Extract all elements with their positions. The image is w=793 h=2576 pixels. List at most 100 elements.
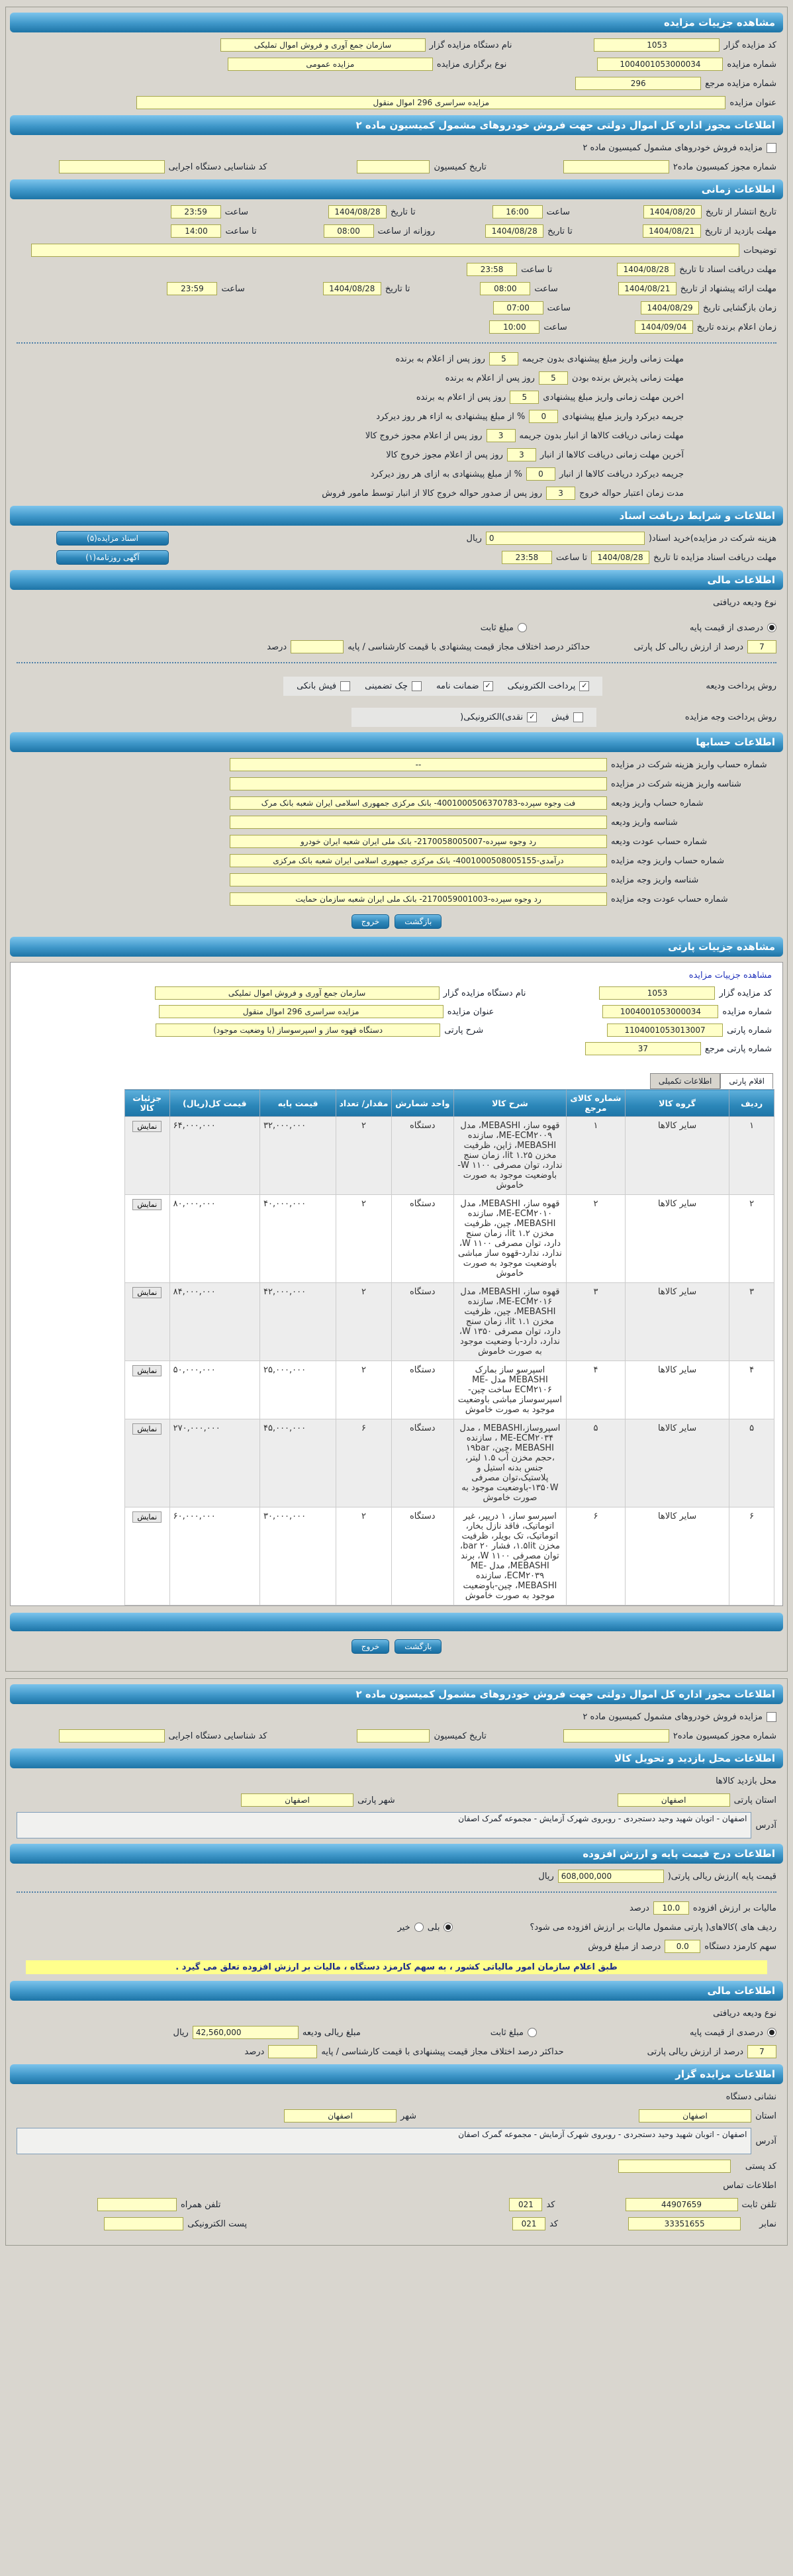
show-item-details-button[interactable]: نمایش [132, 1287, 162, 1298]
address-field[interactable]: اصفهان - اتوبان شهید وحید دستجردی - روبر… [17, 1812, 752, 1838]
offer-to-date[interactable]: 1404/08/28 [322, 282, 381, 295]
newspaper-ad-button[interactable]: آگهی روزنامه(۱) [56, 550, 169, 565]
auction-title-field[interactable]: مزایده سراسری 296 اموال منقول [136, 96, 726, 109]
opening-date[interactable]: 1404/08/29 [641, 301, 700, 314]
fee-field[interactable]: 0 [485, 532, 645, 545]
show-item-details-button[interactable]: نمایش [132, 1365, 162, 1376]
permit-no-field[interactable] [563, 160, 669, 173]
cash-electronic-checkbox[interactable] [527, 712, 537, 722]
opening-time[interactable]: 07:00 [492, 301, 543, 314]
address-field[interactable]: اصفهان - اتوبان شهید وحید دستجردی - روبر… [17, 2128, 752, 2154]
base-price-field[interactable]: 608,000,000 [557, 1870, 664, 1883]
fax-field[interactable]: 33351655 [628, 2217, 741, 2230]
deadline-value-field[interactable]: 0 [526, 467, 555, 481]
docs-deadline2-time[interactable]: 23:58 [501, 551, 552, 564]
auction-type-field[interactable]: مزایده عمومی [227, 58, 433, 71]
account-field[interactable]: رد وجوه سپرده-2170059001003- بانک ملی ای… [230, 892, 607, 906]
deposit-percent-radio[interactable] [767, 623, 776, 632]
offer-time-to[interactable]: 23:59 [167, 282, 218, 295]
vat-no-radio[interactable] [414, 1923, 424, 1932]
exit-button[interactable]: خروج [351, 1639, 390, 1654]
device-code-field[interactable] [58, 160, 165, 173]
publish-from-date[interactable]: 1404/08/20 [643, 205, 702, 218]
publish-to-time[interactable]: 23:59 [170, 205, 221, 218]
visit-time-from[interactable]: 08:00 [323, 224, 374, 238]
commission-share-field[interactable]: 0.0 [665, 1940, 701, 1953]
tab-party-items[interactable]: اقلام پارتی [720, 1073, 773, 1089]
party-auction-title-field[interactable]: مزایده سراسری 296 اموال منقول [158, 1005, 443, 1018]
publish-from-time[interactable]: 16:00 [492, 205, 543, 218]
deadline-value-field[interactable]: 3 [506, 448, 536, 461]
account-field[interactable]: درآمدی-4001000508005155- بانک مرکزی جمهو… [230, 854, 607, 867]
article2-checkbox[interactable] [767, 142, 776, 153]
article2-checkbox[interactable] [767, 1711, 776, 1722]
offer-from-date[interactable]: 1404/08/21 [618, 282, 676, 295]
back-button[interactable]: بازگشت [395, 914, 442, 929]
deadline-value-field[interactable]: 3 [546, 487, 576, 500]
party-auction-no-field[interactable]: 1004001053000034 [602, 1005, 719, 1018]
party-auctioneer-code-field[interactable]: 1053 [599, 986, 716, 1000]
account-field[interactable] [230, 777, 607, 790]
account-field[interactable]: فت وجوه سپرده-4001000506370783- بانک مرک… [230, 796, 607, 810]
party-ref-field[interactable]: 37 [584, 1042, 701, 1055]
bank-slip-checkbox[interactable] [340, 681, 351, 691]
docs-deadline-date[interactable]: 1404/08/28 [617, 263, 676, 276]
vat-field[interactable]: 10.0 [653, 1901, 689, 1915]
permit-no-field[interactable] [563, 1729, 669, 1742]
deposit-percent-field[interactable]: 7 [747, 2045, 776, 2058]
visit-from-date[interactable]: 1404/08/21 [642, 224, 701, 238]
tab-extra-info[interactable]: اطلاعات تکمیلی [649, 1073, 721, 1089]
deadline-value-field[interactable]: 5 [510, 391, 539, 404]
docs-deadline2-date[interactable]: 1404/08/28 [591, 551, 650, 564]
secured-check-checkbox[interactable] [412, 681, 422, 691]
description-field[interactable] [31, 244, 740, 257]
email-field[interactable] [104, 2217, 184, 2230]
deadline-value-field[interactable]: 3 [486, 429, 516, 442]
guarantee-checkbox[interactable] [483, 681, 493, 691]
org-name-field[interactable]: سازمان جمع آوری و فروش اموال تملیکی [220, 38, 426, 52]
party-city-field[interactable]: اصفهان [241, 1793, 354, 1807]
auction-ref-field[interactable]: 296 [575, 77, 702, 90]
account-field[interactable] [230, 873, 607, 886]
account-field[interactable]: -- [230, 758, 607, 771]
deadline-value-field[interactable]: 0 [529, 410, 559, 423]
electronic-payment-checkbox[interactable] [579, 681, 590, 691]
winner-time[interactable]: 10:00 [489, 320, 540, 334]
province-field[interactable]: اصفهان [639, 2109, 752, 2123]
deadline-value-field[interactable]: 5 [489, 352, 518, 365]
deposit-amount-field[interactable]: 42,560,000 [192, 2026, 299, 2039]
fax-code-field[interactable]: 021 [512, 2217, 546, 2230]
show-item-details-button[interactable]: نمایش [132, 1199, 162, 1210]
docs-deadline-time[interactable]: 23:58 [467, 263, 518, 276]
deposit-fixed-radio[interactable] [528, 2028, 537, 2037]
publish-to-date[interactable]: 1404/08/28 [328, 205, 387, 218]
show-item-details-button[interactable]: نمایش [132, 1511, 162, 1523]
auction-docs-button[interactable]: اسناد مزایده(۵) [56, 531, 169, 546]
commission-date-field[interactable] [357, 160, 430, 173]
maxdiff-field[interactable] [268, 2045, 318, 2058]
account-field[interactable]: رد وجوه سپرده-2170058005007- بانک ملی ای… [230, 835, 607, 848]
maxdiff-field[interactable] [291, 640, 344, 653]
deposit-percent-field[interactable]: 7 [747, 640, 776, 653]
deposit-percent-radio[interactable] [767, 2028, 776, 2037]
auctioneer-code-field[interactable]: 1053 [594, 38, 720, 52]
phone-code-field[interactable]: 021 [509, 2198, 543, 2211]
account-field[interactable] [230, 816, 607, 829]
party-org-field[interactable]: سازمان جمع آوری و فروش اموال تملیکی [154, 986, 440, 1000]
show-item-details-button[interactable]: نمایش [132, 1423, 162, 1435]
fish-checkbox[interactable] [573, 712, 583, 722]
phone-field[interactable]: 44907659 [625, 2198, 738, 2211]
party-desc-field[interactable]: دستگاه قهوه ساز و اسپرسوساز (با وضعیت مو… [156, 1024, 441, 1037]
city-field[interactable]: اصفهان [284, 2109, 396, 2123]
mobile-field[interactable] [97, 2198, 177, 2211]
deposit-fixed-radio[interactable] [518, 623, 528, 632]
auction-no-field[interactable]: 1004001053000034 [597, 58, 723, 71]
vat-yes-radio[interactable] [443, 1923, 453, 1932]
deadline-value-field[interactable]: 5 [538, 371, 568, 385]
show-item-details-button[interactable]: نمایش [132, 1121, 162, 1132]
party-no-field[interactable]: 1104001053013007 [607, 1024, 723, 1037]
visit-time-to[interactable]: 14:00 [171, 224, 222, 238]
postal-code-field[interactable] [618, 2160, 731, 2173]
party-province-field[interactable]: اصفهان [617, 1793, 730, 1807]
visit-to-date[interactable]: 1404/08/28 [485, 224, 544, 238]
